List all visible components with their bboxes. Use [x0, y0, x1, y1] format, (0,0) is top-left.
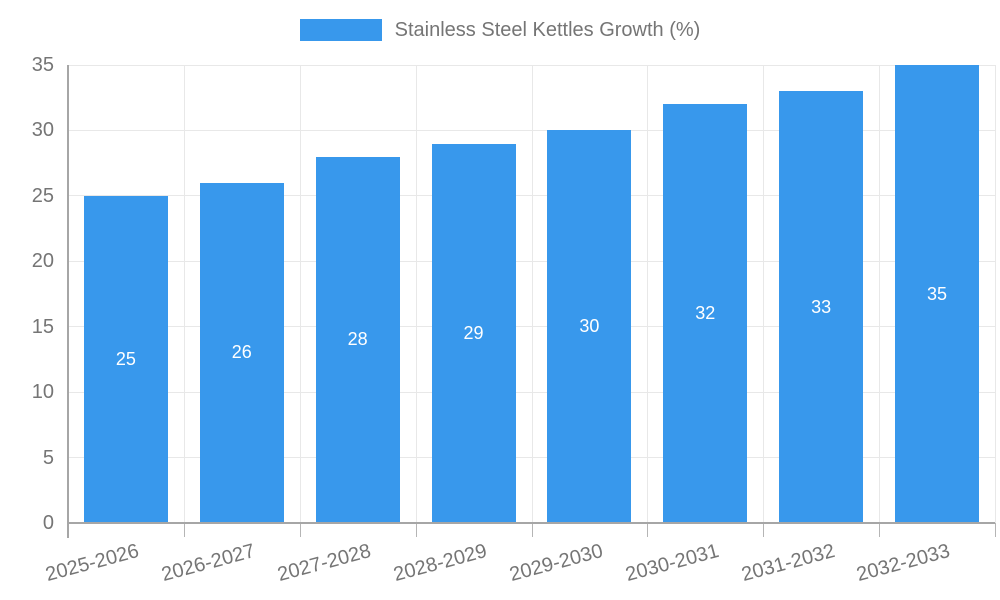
x-axis-tick [299, 523, 301, 537]
gridline-vertical [647, 65, 649, 523]
bar-value-label: 35 [927, 283, 948, 304]
gridline-vertical [879, 65, 881, 523]
x-axis-tick [531, 523, 533, 537]
bar-2030-2031[interactable]: 32 [663, 104, 748, 523]
gridline-vertical [763, 65, 765, 523]
bar-2031-2032[interactable]: 33 [779, 91, 864, 523]
y-axis-tick-label: 5 [42, 446, 54, 469]
gridline-vertical [183, 65, 185, 523]
gridline-vertical [415, 65, 417, 523]
y-axis-line [67, 65, 69, 538]
bar-2027-2028[interactable]: 28 [315, 156, 400, 523]
x-axis-label: 2026-2027 [159, 540, 258, 587]
bar-value-label: 28 [347, 329, 368, 350]
x-axis-tick [995, 523, 996, 537]
x-axis-label: 2028-2029 [391, 540, 490, 587]
legend-label: Stainless Steel Kettles Growth (%) [394, 18, 701, 41]
y-axis-tick-label: 35 [31, 54, 54, 76]
x-axis-label: 2030-2031 [622, 540, 722, 587]
x-axis-tick [647, 523, 649, 537]
x-axis-label: 2032-2033 [854, 540, 953, 587]
gridline-vertical [995, 65, 996, 523]
bar-2026-2027[interactable]: 26 [199, 182, 284, 523]
x-axis-label: 2031-2032 [738, 540, 837, 587]
bar-2029-2030[interactable]: 30 [547, 130, 632, 523]
bar-value-label: 32 [695, 303, 716, 324]
bar-value-label: 30 [579, 316, 600, 337]
chart-legend[interactable]: Stainless Steel Kettles Growth (%) [0, 18, 1000, 42]
bar-2025-2026[interactable]: 25 [83, 195, 168, 523]
gridline-vertical [531, 65, 533, 523]
x-axis-tick [415, 523, 417, 537]
x-axis-baseline [68, 522, 995, 524]
bar-value-label: 26 [231, 342, 252, 363]
y-axis-tick-label: 15 [31, 315, 54, 338]
bar-2028-2029[interactable]: 29 [431, 143, 516, 523]
bar-value-label: 25 [115, 348, 136, 369]
x-axis-label: 2027-2028 [275, 540, 374, 587]
legend-swatch [299, 19, 382, 41]
y-axis-tick-label: 0 [42, 512, 54, 534]
gridline-vertical [299, 65, 301, 523]
x-axis-tick [763, 523, 765, 537]
y-axis-tick-label: 25 [31, 184, 54, 207]
bar-value-label: 29 [463, 322, 484, 343]
x-axis-tick [183, 523, 185, 537]
y-axis-tick-label: 20 [31, 250, 54, 273]
y-axis-tick-label: 10 [31, 381, 54, 404]
x-axis-label: 2025-2026 [43, 540, 142, 587]
bar-value-label: 33 [811, 296, 832, 317]
x-axis-tick [879, 523, 881, 537]
bar-2032-2033[interactable]: 35 [895, 65, 980, 523]
y-axis-tick-label: 30 [31, 119, 54, 142]
x-axis-label: 2029-2030 [507, 540, 606, 587]
